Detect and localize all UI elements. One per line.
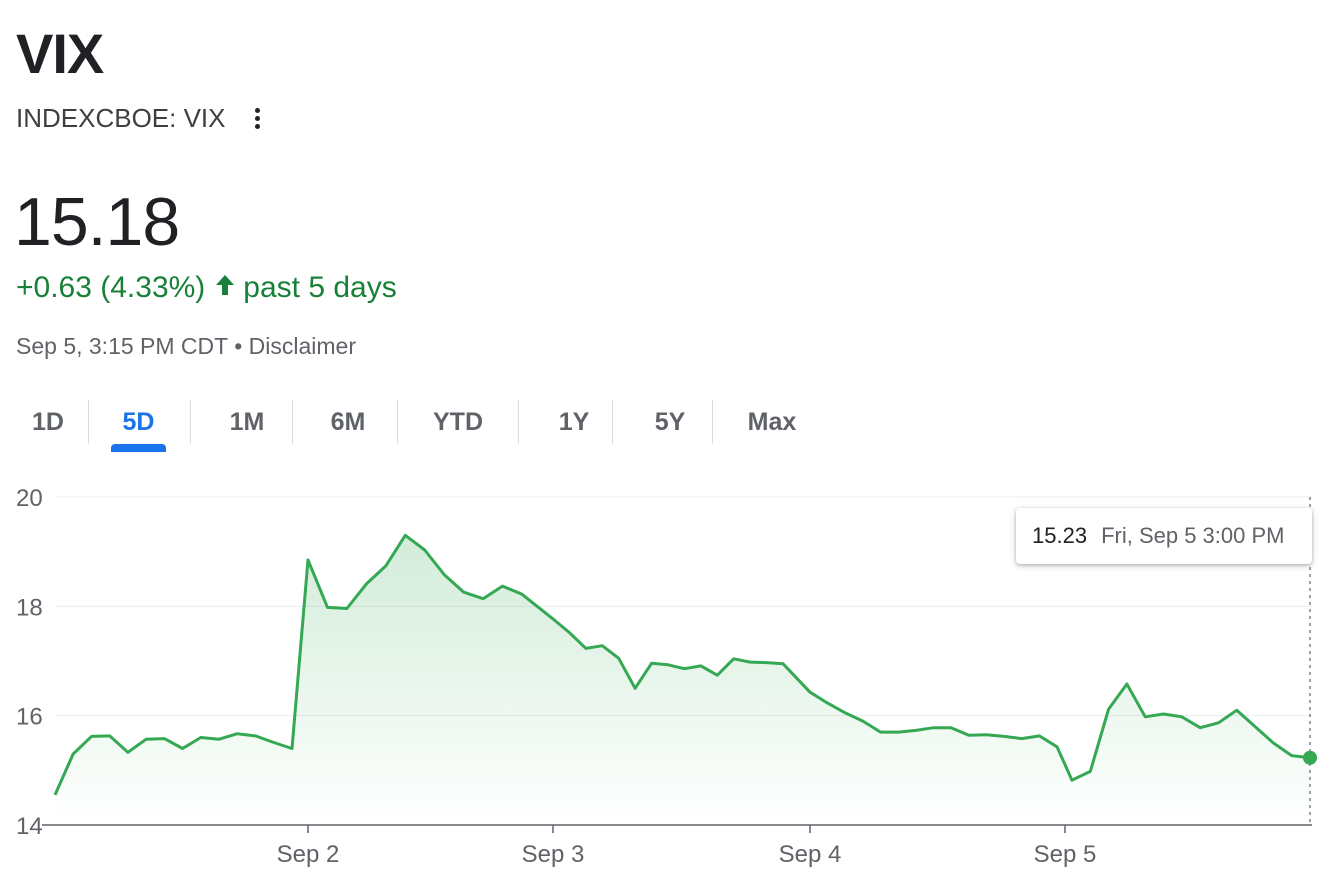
- tab-5d[interactable]: 5D: [122, 407, 155, 436]
- x-tick-label: Sep 4: [779, 841, 842, 868]
- change-period: past 5 days: [243, 271, 397, 304]
- arrow-up-icon: [215, 268, 235, 308]
- y-tick-label: 18: [16, 594, 43, 621]
- price-change: +0.63 (4.33%) past 5 days: [16, 268, 397, 308]
- tab-divider: [292, 400, 293, 444]
- tab-1m[interactable]: 1M: [229, 407, 265, 436]
- y-tick-label: 14: [16, 813, 43, 840]
- ticker-symbol: INDEXCBOE: VIX: [16, 102, 226, 133]
- chart-tooltip: 15.23 Fri, Sep 5 3:00 PM: [1016, 508, 1312, 564]
- tab-max[interactable]: Max: [747, 407, 797, 436]
- disclaimer-link[interactable]: Disclaimer: [248, 333, 356, 359]
- price-chart[interactable]: 14 16 18 20 Sep 2 Sep 3 Sep 4 Sep 5: [0, 470, 1344, 880]
- x-tick-label: Sep 2: [277, 841, 340, 868]
- tab-divider: [397, 400, 398, 444]
- tab-divider: [712, 400, 713, 444]
- quote-timestamp: Sep 5, 3:15 PM CDT: [16, 333, 228, 359]
- tab-divider: [612, 400, 613, 444]
- tab-ytd[interactable]: YTD: [433, 407, 483, 436]
- tab-1y[interactable]: 1Y: [558, 407, 590, 436]
- more-vert-icon[interactable]: [248, 100, 268, 136]
- tab-divider: [518, 400, 519, 444]
- current-price: 15.18: [14, 184, 180, 260]
- change-value: +0.63 (4.33%): [16, 271, 206, 304]
- symbol-row: INDEXCBOE: VIX: [16, 100, 268, 136]
- tab-5y[interactable]: 5Y: [654, 407, 686, 436]
- tab-divider: [88, 400, 89, 444]
- area-fill: [55, 535, 1310, 825]
- tab-6m[interactable]: 6M: [330, 407, 366, 436]
- tab-divider: [190, 400, 191, 444]
- active-tab-indicator: [111, 444, 166, 452]
- x-tick-label: Sep 3: [522, 841, 585, 868]
- x-tick-label: Sep 5: [1034, 841, 1097, 868]
- y-tick-label: 20: [16, 485, 43, 512]
- page-title: VIX: [16, 22, 104, 85]
- tooltip-value: 15.23: [1032, 523, 1088, 548]
- meta-separator: •: [234, 333, 243, 359]
- quote-meta: Sep 5, 3:15 PM CDT • Disclaimer: [16, 330, 356, 362]
- tooltip-time: Fri, Sep 5 3:00 PM: [1101, 523, 1285, 548]
- price-line: [53, 533, 1311, 796]
- tab-1d[interactable]: 1D: [32, 407, 64, 436]
- y-tick-label: 16: [16, 704, 43, 731]
- range-tabs: 1D 5D 1M 6M YTD 1Y 5Y Max: [0, 398, 830, 452]
- hover-point: [1303, 750, 1317, 765]
